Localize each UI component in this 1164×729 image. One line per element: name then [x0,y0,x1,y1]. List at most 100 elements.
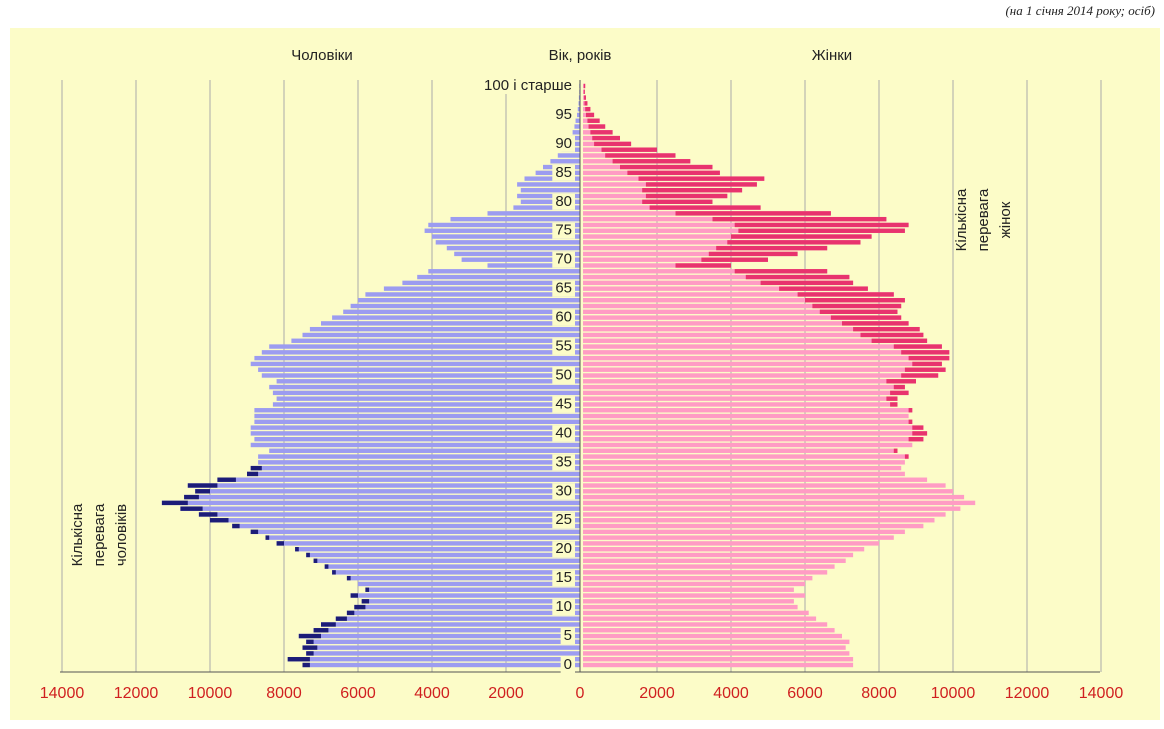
y-tick-label: 55 [555,338,572,355]
female-bar [583,657,854,662]
age-label-bg [552,512,575,529]
male-excess [321,622,336,627]
male-bar [343,309,580,315]
female-bar [583,402,898,407]
female-excess [701,257,768,262]
male-excess [295,547,299,552]
female-bar [583,512,946,517]
female-bar [583,442,913,448]
female-excess [760,280,854,286]
age-label-bg [552,599,575,616]
y-tick-label: 80 [555,193,572,210]
female-excess [901,373,939,378]
female-bar [583,373,939,378]
male-bar [346,610,580,616]
male-excess [332,570,336,575]
female-bar [583,639,850,645]
male-bar [287,657,580,662]
y-tick-label: 10 [555,598,572,615]
male-bar [350,593,580,598]
female-excess [675,211,831,216]
male-bar [346,575,580,581]
male-bar [250,529,580,535]
y-tick-label: 100 і старше [484,77,572,94]
male-bar [272,390,580,396]
age-label-bg [552,454,575,471]
female-bar [583,355,950,361]
male-bar [306,639,580,645]
female-excess [853,326,920,332]
male-bar [517,182,580,187]
male-excess [365,587,370,592]
annotation: Кількісна [953,188,970,251]
male-excess [210,518,229,523]
male-excess [306,552,310,558]
female-excess [649,205,761,210]
x-tick-label: 10000 [931,685,976,702]
y-tick-label: 95 [555,106,572,123]
male-bar [574,124,580,129]
y-tick-label: 15 [555,569,572,586]
female-bar [583,581,805,587]
annotation: чоловіків [113,504,130,566]
male-bar [261,373,580,378]
male-bar [210,518,580,523]
female-excess [812,303,902,309]
male-bar [358,581,580,587]
male-bar [365,587,580,592]
female-excess [642,199,713,204]
male-bar [450,216,580,222]
male-bar [321,622,580,627]
female-excess [642,188,743,193]
male-bar [313,628,580,633]
male-bar [198,512,580,517]
male-excess [298,633,321,639]
age-label-bg [560,657,575,673]
x-tick-label: 10000 [188,685,233,702]
age-label-bg [552,338,575,355]
age-label-bg [552,135,575,152]
male-bar [428,222,580,228]
x-tick-label: 6000 [787,685,823,702]
female-bar [583,610,809,616]
male-bar [254,413,580,419]
male-excess [198,512,218,517]
x-tick-label: 12000 [114,685,159,702]
male-bar [250,361,580,367]
female-excess [594,141,632,147]
male-bar [428,269,580,274]
female-bar [583,431,928,436]
female-excess [860,332,924,338]
male-bar [250,442,580,448]
male-bar [265,535,580,540]
male-bar [306,552,580,558]
male-bar [184,494,580,500]
female-excess [908,355,950,361]
female-excess [645,193,728,199]
female-bar [583,622,828,627]
female-bar [583,547,865,552]
female-excess [727,240,861,245]
male-bar [432,234,580,239]
male-bar [487,263,580,268]
female-bar [583,471,905,477]
age-label-bg [552,309,575,326]
male-bar [161,500,580,506]
female-excess [587,118,600,123]
male-excess [335,616,347,621]
y-tick-label: 90 [555,135,572,152]
male-excess [361,599,370,604]
male-bar [487,211,580,216]
male-bar [302,662,580,668]
female-bar [583,477,928,482]
male-bar [402,280,580,286]
male-bar [302,645,580,650]
female-bar [583,274,850,280]
female-bar [583,651,850,656]
female-excess [583,83,586,89]
female-excess [904,367,946,372]
male-bar [354,604,580,610]
male-bar [557,153,580,158]
male-excess [217,477,236,482]
female-bar [583,396,898,401]
